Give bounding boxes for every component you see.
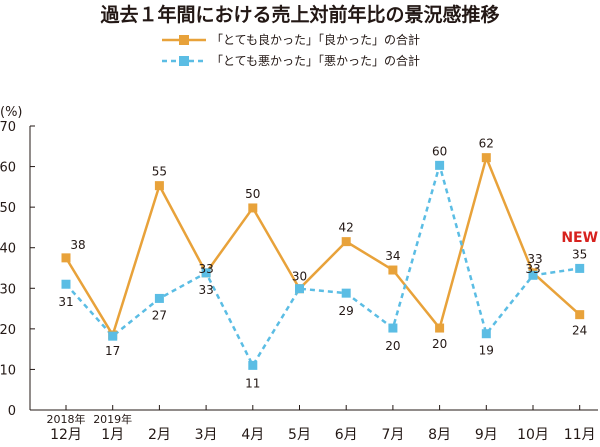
x-year-label: 2019年 bbox=[93, 412, 132, 426]
legend-label: 「とても良かった」「良かった」の合計 bbox=[211, 32, 420, 47]
series-line bbox=[64, 156, 581, 337]
x-year-label: 2018年 bbox=[47, 412, 86, 426]
data-label: 29 bbox=[339, 304, 354, 318]
data-point bbox=[388, 265, 398, 275]
y-tick-label: 50 bbox=[0, 201, 16, 216]
y-tick-label: 40 bbox=[0, 242, 16, 257]
x-tick-label: 1月 bbox=[101, 427, 124, 443]
data-label: 55 bbox=[152, 165, 167, 179]
data-point bbox=[154, 293, 164, 303]
x-tick-labels: 12月 1月 2月 3月 4月 5月 6月 7月 8月 9月 10月 11月 2018年 2019年 bbox=[47, 412, 596, 443]
data-point bbox=[201, 268, 211, 278]
data-point bbox=[528, 270, 538, 280]
data-label: 38 bbox=[70, 238, 85, 252]
data-point bbox=[575, 263, 585, 273]
annotations: NEW bbox=[561, 230, 598, 246]
data-label: 50 bbox=[245, 187, 260, 201]
axes bbox=[29, 125, 598, 411]
legend-label: 「とても悪かった」「悪かった」の合計 bbox=[211, 53, 420, 68]
x-tick-label: 3月 bbox=[195, 427, 218, 443]
x-tick-label: 4月 bbox=[241, 427, 264, 443]
data-point bbox=[61, 279, 71, 289]
data-point bbox=[481, 153, 491, 163]
data-point bbox=[388, 323, 398, 333]
data-point bbox=[295, 284, 304, 294]
y-axis-unit-label: (%) bbox=[0, 105, 23, 120]
x-tick-label: 10月 bbox=[517, 427, 549, 443]
x-tick-label: 5月 bbox=[288, 427, 311, 443]
new-badge: NEW bbox=[561, 230, 598, 246]
y-tick-label: 20 bbox=[0, 323, 16, 338]
x-tick-label: 7月 bbox=[381, 427, 404, 443]
x-tick-label: 9月 bbox=[475, 427, 498, 443]
legend: 「とても良かった」「良かった」の合計「とても悪かった」「悪かった」の合計 bbox=[162, 32, 420, 68]
data-point bbox=[108, 331, 118, 341]
chart-title: 過去１年間における売上対前年比の景況感推移 bbox=[100, 3, 499, 26]
data-point bbox=[435, 323, 445, 333]
data-label: 27 bbox=[152, 308, 167, 322]
series-layer bbox=[61, 153, 585, 370]
legend-marker bbox=[179, 56, 189, 66]
data-label: 17 bbox=[105, 344, 120, 358]
data-label: 42 bbox=[339, 221, 354, 235]
data-point bbox=[61, 253, 71, 263]
data-label: 34 bbox=[385, 249, 400, 263]
data-point bbox=[435, 160, 445, 170]
data-point bbox=[481, 329, 491, 339]
data-label: 24 bbox=[572, 324, 587, 338]
data-label: 31 bbox=[58, 295, 73, 309]
data-label: 11 bbox=[245, 376, 260, 390]
y-tick-labels: 0 10 20 30 40 50 60 70 bbox=[0, 120, 16, 419]
y-tick-label: 60 bbox=[0, 161, 16, 176]
data-label: 33 bbox=[527, 252, 542, 266]
data-label: 33 bbox=[198, 283, 213, 297]
data-label: 20 bbox=[385, 339, 400, 353]
data-label: 62 bbox=[479, 137, 494, 151]
data-point bbox=[341, 237, 351, 247]
data-label: 35 bbox=[572, 247, 587, 261]
data-label: 33 bbox=[198, 262, 213, 276]
data-point bbox=[575, 310, 585, 320]
data-point bbox=[248, 360, 258, 370]
data-labels: 38 17 55 33 50 30 42 34 20 62 33 24 31 27 11 29 20 60 19 35… bbox=[58, 137, 587, 391]
data-label: 60 bbox=[432, 144, 447, 158]
y-tick-label: 0 bbox=[8, 404, 16, 419]
legend-marker bbox=[179, 35, 189, 45]
y-tick-label: 70 bbox=[0, 120, 16, 135]
y-tick-label: 10 bbox=[0, 363, 16, 378]
data-label: 20 bbox=[432, 337, 447, 351]
x-tick-label: 2月 bbox=[148, 427, 171, 443]
data-label: 19 bbox=[479, 344, 494, 358]
x-tick-label: 12月 bbox=[50, 427, 82, 443]
x-tick-label: 6月 bbox=[335, 427, 358, 443]
x-tick-label: 8月 bbox=[428, 427, 451, 443]
data-point bbox=[248, 203, 258, 213]
data-point bbox=[154, 181, 164, 191]
y-tick-label: 30 bbox=[0, 282, 16, 297]
data-label: 33 bbox=[525, 262, 540, 276]
data-point bbox=[341, 288, 351, 298]
x-tick-label: 11月 bbox=[564, 427, 596, 443]
data-label: 30 bbox=[292, 270, 307, 284]
series-line bbox=[65, 164, 580, 367]
